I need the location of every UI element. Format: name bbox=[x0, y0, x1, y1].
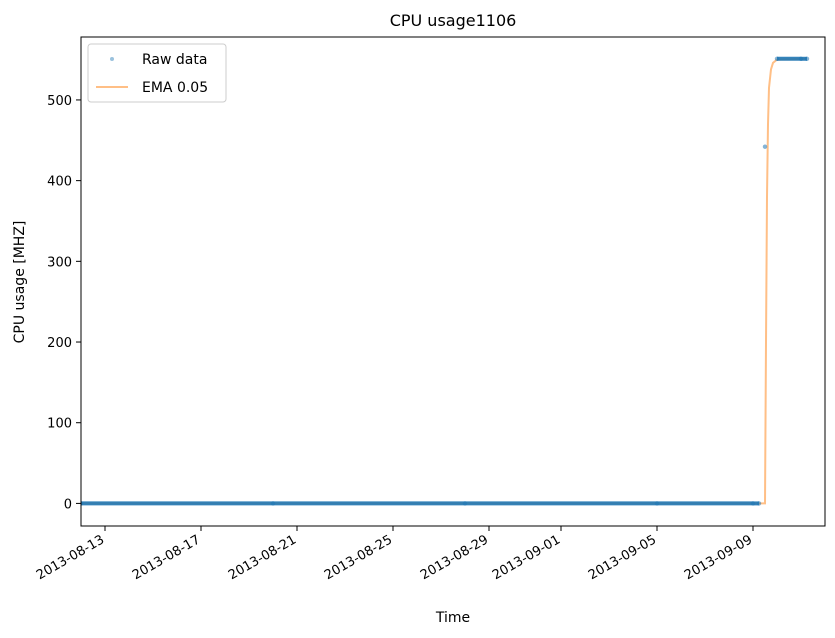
raw-data-point bbox=[804, 56, 810, 61]
x-tick-label: 2013-08-17 bbox=[130, 532, 203, 583]
legend-raw-marker bbox=[110, 57, 114, 61]
plot-frame bbox=[80, 36, 826, 527]
y-tick-label: 500 bbox=[47, 94, 72, 109]
x-axis-label: Time bbox=[435, 610, 470, 626]
raw-data-point bbox=[774, 56, 780, 61]
raw-data-point bbox=[270, 501, 276, 506]
y-tick-label: 200 bbox=[47, 336, 72, 351]
raw-data-point bbox=[756, 501, 762, 506]
x-axis: 2013-08-13 2013-08-17 2013-08-21 2013-08-25… bbox=[34, 526, 755, 583]
y-tick-label: 300 bbox=[47, 255, 72, 270]
raw-data-point bbox=[750, 501, 756, 506]
legend: Raw data EMA 0.05 bbox=[87, 43, 227, 103]
y-tick-label: 100 bbox=[47, 417, 72, 432]
x-tick-label: 2013-09-01 bbox=[490, 532, 563, 583]
x-tick-label: 2013-08-13 bbox=[34, 532, 107, 583]
legend-ema-label: EMA 0.05 bbox=[142, 80, 208, 96]
y-axis-label: CPU usage [MHZ] bbox=[12, 221, 28, 344]
chart-title: CPU usage1106 bbox=[390, 11, 517, 30]
x-tick-label: 2013-08-25 bbox=[322, 532, 395, 583]
raw-data-point bbox=[798, 56, 804, 61]
raw-data-point bbox=[462, 501, 468, 506]
ema-series-line bbox=[81, 57, 808, 505]
raw-data-point bbox=[81, 501, 84, 506]
x-tick-label: 2013-09-05 bbox=[586, 532, 659, 583]
x-tick-label: 2013-08-21 bbox=[226, 532, 299, 583]
x-tick-label: 2013-09-09 bbox=[682, 532, 755, 583]
raw-data-point bbox=[762, 144, 768, 149]
x-tick-label: 2013-08-29 bbox=[418, 532, 491, 583]
y-tick-label: 0 bbox=[64, 497, 72, 512]
y-axis: 0 100 200 300 400 500 bbox=[47, 94, 81, 512]
raw-data-point bbox=[654, 501, 660, 506]
y-tick-label: 400 bbox=[47, 175, 72, 190]
series-layer bbox=[81, 56, 810, 506]
legend-raw-label: Raw data bbox=[142, 52, 207, 68]
